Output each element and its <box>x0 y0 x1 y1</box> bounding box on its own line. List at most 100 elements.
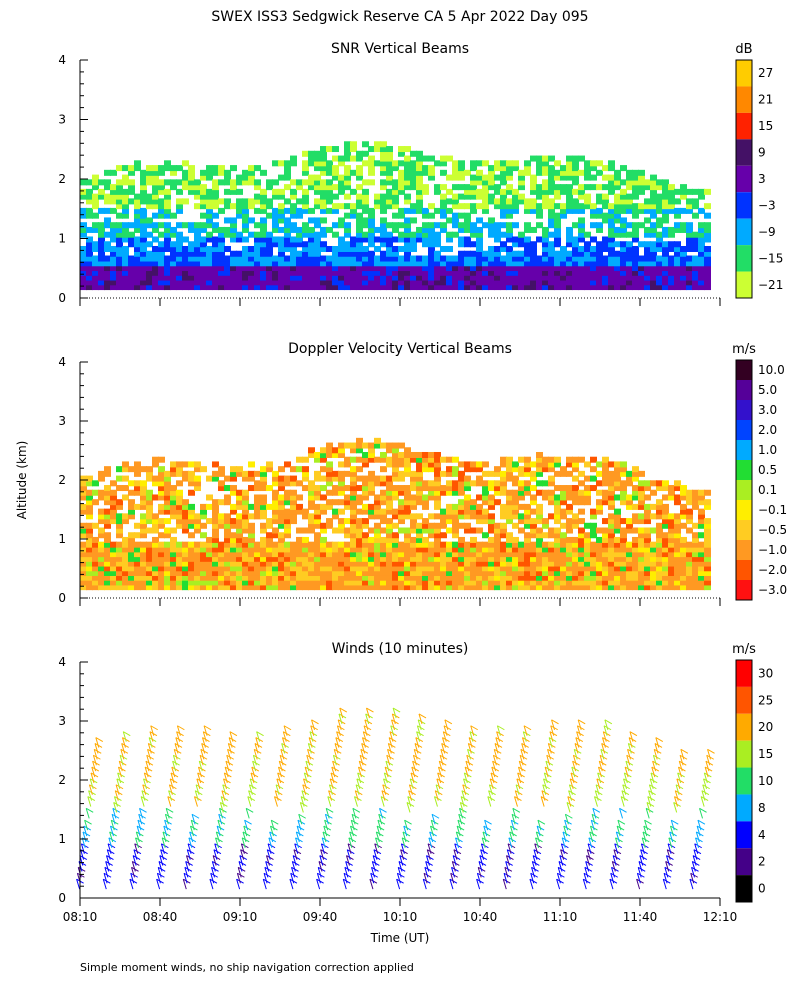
velocity-cell <box>680 489 687 496</box>
snr-cell <box>362 179 369 186</box>
snr-cell <box>584 260 591 267</box>
snr-cell <box>182 184 189 191</box>
velocity-cell <box>146 503 153 510</box>
velocity-cell <box>422 485 429 492</box>
snr-cell <box>224 260 231 267</box>
snr-cell <box>686 279 693 286</box>
snr-cell <box>200 265 207 272</box>
snr-cell <box>152 250 159 257</box>
velocity-cell <box>578 551 585 558</box>
snr-cell <box>110 169 117 176</box>
velocity-cell <box>602 551 609 558</box>
snr-cell <box>644 226 651 233</box>
velocity-cell <box>608 522 615 529</box>
snr-cell <box>506 279 513 286</box>
snr-cell <box>554 174 561 181</box>
velocity-cell <box>386 541 393 548</box>
velocity-cell <box>272 518 279 525</box>
velocity-cell <box>548 560 555 567</box>
snr-cell <box>164 193 171 200</box>
snr-cell <box>524 226 531 233</box>
snr-cell <box>230 203 237 210</box>
velocity-cell <box>458 541 465 548</box>
velocity-cell <box>374 560 381 567</box>
snr-cell <box>242 169 249 176</box>
snr-cell <box>650 279 657 286</box>
snr-cell <box>296 250 303 257</box>
snr-cell <box>542 250 549 257</box>
velocity-cell <box>80 522 87 529</box>
velocity-cell <box>428 451 435 458</box>
velocity-cell <box>218 513 225 520</box>
velocity-cell <box>542 518 549 525</box>
velocity-cell <box>644 541 651 548</box>
velocity-cell <box>92 551 99 558</box>
snr-cell <box>662 207 669 214</box>
velocity-cell <box>314 518 321 525</box>
velocity-cell <box>470 579 477 586</box>
snr-cell <box>404 198 411 205</box>
velocity-cell <box>482 489 489 496</box>
velocity-cell <box>248 475 255 482</box>
velocity-cell <box>530 541 537 548</box>
snr-cell <box>236 174 243 181</box>
y-tick-label: 0 <box>58 291 66 305</box>
velocity-cell <box>98 584 105 591</box>
snr-cell <box>380 226 387 233</box>
velocity-cell <box>170 499 177 506</box>
snr-cell <box>398 207 405 214</box>
snr-cell <box>308 226 315 233</box>
snr-cell <box>656 207 663 214</box>
velocity-cell <box>242 499 249 506</box>
velocity-cell <box>404 527 411 534</box>
wind-barb-flag <box>84 819 92 825</box>
velocity-cell <box>152 494 159 501</box>
velocity-cell <box>188 508 195 515</box>
snr-cell <box>182 279 189 286</box>
snr-cell <box>206 188 213 195</box>
snr-cell <box>260 193 267 200</box>
snr-cell <box>596 184 603 191</box>
velocity-cell <box>452 489 459 496</box>
velocity-cell <box>332 499 339 506</box>
snr-cell <box>536 260 543 267</box>
velocity-cell <box>224 494 231 501</box>
snr-cell <box>470 250 477 257</box>
velocity-cell <box>212 541 219 548</box>
velocity-cell <box>254 569 261 576</box>
velocity-cell <box>86 475 93 482</box>
snr-cell <box>170 265 177 272</box>
snr-cell <box>140 226 147 233</box>
snr-cell <box>632 212 639 219</box>
velocity-cell <box>506 456 513 463</box>
snr-cell <box>602 203 609 210</box>
velocity-cell <box>524 466 531 473</box>
snr-cell <box>176 222 183 229</box>
velocity-cell <box>362 532 369 539</box>
snr-cell <box>596 245 603 252</box>
velocity-cell <box>584 461 591 468</box>
snr-cell <box>536 193 543 200</box>
velocity-cell <box>182 551 189 558</box>
velocity-cell <box>314 574 321 581</box>
velocity-cell <box>644 560 651 567</box>
snr-cell <box>242 269 249 276</box>
velocity-cell <box>566 503 573 510</box>
wind-barb <box>303 778 308 789</box>
velocity-cell <box>350 480 357 487</box>
snr-cell <box>536 236 543 243</box>
snr-cell <box>398 279 405 286</box>
velocity-cell <box>356 536 363 543</box>
velocity-cell <box>644 574 651 581</box>
velocity-cell <box>356 522 363 529</box>
velocity-cell <box>512 489 519 496</box>
velocity-cell <box>704 560 711 567</box>
snr-cell <box>506 198 513 205</box>
velocity-cell <box>92 480 99 487</box>
velocity-cell <box>674 584 681 591</box>
snr-cell <box>158 279 165 286</box>
snr-cell <box>608 269 615 276</box>
velocity-cell <box>170 541 177 548</box>
snr-cell <box>608 274 615 281</box>
snr-cell <box>440 274 447 281</box>
